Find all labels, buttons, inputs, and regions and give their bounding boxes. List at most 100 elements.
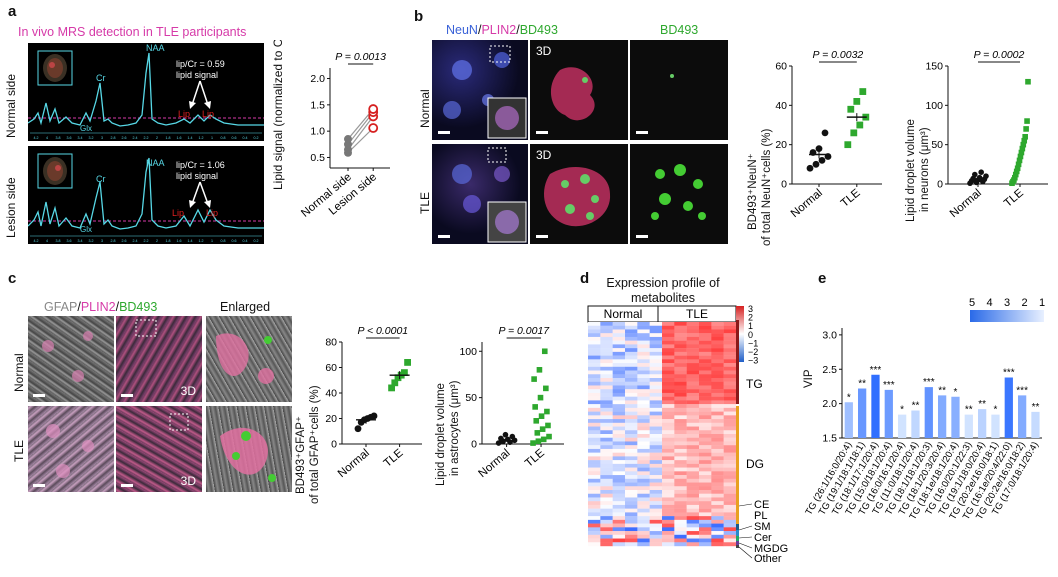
heatmap-cell <box>637 325 650 330</box>
heatmap-cell <box>612 348 626 353</box>
heatmap-cell <box>612 448 626 453</box>
heatmap-cell <box>637 471 650 476</box>
naa-peak-label: NAA <box>146 43 165 53</box>
scale-bar <box>536 131 548 134</box>
heatmap-cell <box>699 378 712 382</box>
vip-bar <box>898 414 907 438</box>
stain-sep: / <box>516 23 520 37</box>
heatmap-cell <box>600 531 613 535</box>
y-tick-label: 80 <box>325 337 337 349</box>
heatmap-cell <box>588 336 601 341</box>
stain-gfap: GFAP <box>44 300 78 314</box>
panel-label-a: a <box>8 3 17 20</box>
heatmap-cell <box>662 381 675 386</box>
heatmap-cell <box>625 422 638 427</box>
heatmap-cell <box>662 434 675 438</box>
significance-stars: ** <box>912 401 920 412</box>
scale-bar <box>438 235 450 238</box>
heatmap-cell <box>711 325 724 330</box>
heatmap-cell <box>649 482 663 487</box>
heatmap-cell <box>674 430 687 435</box>
heatmap-cell <box>686 374 700 379</box>
ppm-tick-label: 1.6 <box>177 239 182 243</box>
data-point <box>539 426 546 432</box>
heatmap-cell <box>600 493 613 498</box>
ppm-tick-label: 1.2 <box>199 136 204 140</box>
heatmap-cell <box>600 504 613 509</box>
heatmap-cell <box>662 516 675 521</box>
heatmap-cell <box>637 430 650 435</box>
heatmap-cell <box>674 519 687 524</box>
heatmap-cell <box>674 437 687 442</box>
ppm-tick-label: 3.6 <box>67 239 72 243</box>
heatmap-cell <box>711 340 724 345</box>
data-point <box>404 359 411 366</box>
ppm-tick-label: 3.4 <box>78 136 83 140</box>
data-point <box>1013 168 1020 175</box>
significance-stars: * <box>954 387 958 398</box>
heatmap-cell <box>625 523 638 528</box>
heatmap-cell <box>711 445 724 450</box>
y-axis-label-l2: of total GFAP⁺cells (%) <box>309 385 321 504</box>
data-point <box>1024 118 1030 124</box>
heatmap-cell <box>612 523 626 528</box>
heatmap-cell <box>612 534 626 539</box>
heatmap-cell <box>588 534 601 539</box>
heatmap-cell <box>625 400 638 405</box>
heatmap-cell <box>588 467 601 472</box>
heatmap-cell <box>588 374 601 379</box>
heatmap-cell <box>674 374 687 379</box>
gfap-micrograph-normal <box>28 316 114 402</box>
heatmap-cell <box>662 437 675 442</box>
y-axis-label-l1: Lipid droplet volume <box>905 119 917 222</box>
heatmap-cell <box>711 441 724 446</box>
heatmap-cell <box>625 434 638 438</box>
heatmap-cell <box>637 378 650 382</box>
heatmap-cell <box>711 512 724 517</box>
heatmap-cell <box>686 437 700 442</box>
heatmap-cell <box>686 430 700 435</box>
heatmap-cell <box>686 516 700 521</box>
heatmap-cell <box>711 333 724 338</box>
heatmap-cell <box>649 426 663 431</box>
data-point <box>806 164 814 172</box>
enlarged-micrograph-normal <box>206 316 292 402</box>
heatmap-cell <box>625 542 638 547</box>
x-tick-label: Normal <box>948 187 984 220</box>
heatmap-cell <box>649 471 663 476</box>
heatmap-cell <box>699 411 712 416</box>
x-tick-label: TLE <box>382 447 406 470</box>
ppm-tick-label: 3.2 <box>89 239 94 243</box>
heatmap-cell <box>600 336 613 341</box>
heatmap-cell <box>686 527 700 532</box>
heatmap-cell <box>662 456 675 461</box>
heatmap-cell <box>662 359 675 364</box>
data-point <box>978 169 984 175</box>
heatmap-cell <box>674 538 687 543</box>
heatmap-cell <box>723 519 737 524</box>
heatmap-cell <box>625 516 638 521</box>
heatmap-cell <box>588 426 601 431</box>
class-bar-cer <box>736 541 739 545</box>
heatmap-cell <box>674 419 687 423</box>
heatmap-cell <box>625 325 638 330</box>
heatmap-cell <box>612 445 626 450</box>
heatmap-cell <box>637 482 650 487</box>
heatmap-cell <box>723 490 737 494</box>
heatmap-cell <box>612 441 626 446</box>
heatmap-cell <box>674 415 687 420</box>
heatmap-cell <box>723 482 737 487</box>
heatmap-cell <box>588 351 601 356</box>
ppm-tick-label: 4 <box>46 239 48 243</box>
p-value-label: P < 0.0001 <box>357 325 408 337</box>
data-point <box>504 436 511 443</box>
y-tick-label: 50 <box>931 139 943 151</box>
heatmap-cell <box>674 422 687 427</box>
vip-color-legend <box>970 310 1044 322</box>
heatmap-cell <box>649 478 663 483</box>
heatmap-cell <box>600 396 613 401</box>
glx-peak-label: Glx <box>80 225 92 234</box>
heatmap-cell <box>625 467 638 472</box>
data-point <box>821 129 829 137</box>
